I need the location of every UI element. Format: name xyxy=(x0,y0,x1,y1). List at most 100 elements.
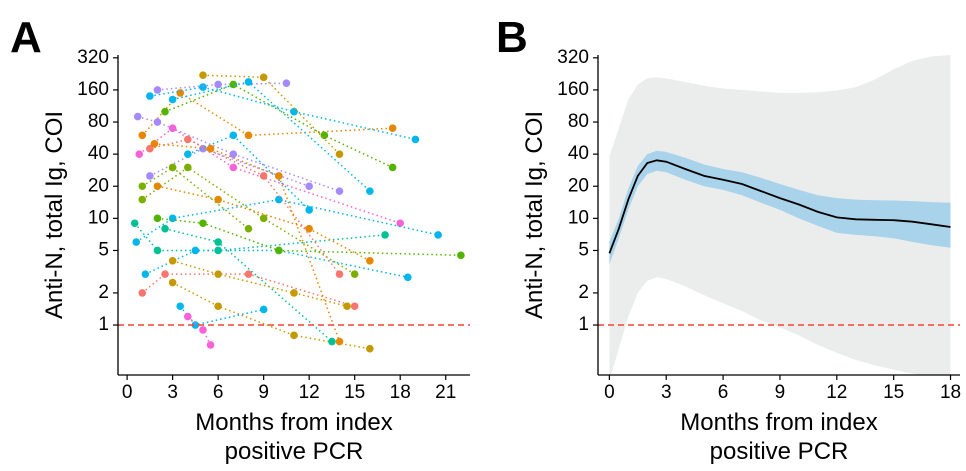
point xyxy=(350,302,359,311)
point xyxy=(199,219,207,228)
point xyxy=(305,224,313,233)
x-tick-label: 3 xyxy=(167,382,178,403)
x-tick-label: 6 xyxy=(213,382,224,403)
trajectory xyxy=(179,305,264,326)
point xyxy=(199,326,207,334)
trajectory xyxy=(137,115,340,192)
trajectory xyxy=(149,138,341,275)
x-tick-label: 9 xyxy=(258,382,269,403)
x-tick-label: 18 xyxy=(390,382,411,403)
point xyxy=(150,140,159,148)
point xyxy=(229,80,238,89)
point xyxy=(229,150,238,158)
point xyxy=(290,107,298,116)
point xyxy=(132,238,141,246)
y-axis-label: Anti-N, total Ig, COI xyxy=(41,111,68,319)
point xyxy=(244,270,253,278)
x-tick-label: 12 xyxy=(826,382,847,403)
point xyxy=(183,135,192,144)
y-tick-label: 320 xyxy=(557,47,589,68)
x-tick-label: 21 xyxy=(435,382,456,403)
trajectory xyxy=(172,81,371,192)
point xyxy=(335,187,344,195)
trajectory xyxy=(157,217,461,257)
confidence-band xyxy=(609,150,951,265)
prediction-band xyxy=(609,55,951,375)
point xyxy=(335,337,344,346)
y-tick-label: 160 xyxy=(557,79,589,100)
trajectory xyxy=(138,127,401,224)
trajectory xyxy=(134,222,386,252)
point xyxy=(214,246,222,255)
point xyxy=(138,131,147,140)
point xyxy=(350,270,359,278)
point xyxy=(214,195,222,204)
x-tick-label: 6 xyxy=(718,382,729,403)
point xyxy=(168,278,177,287)
point xyxy=(199,83,207,91)
point xyxy=(176,89,185,97)
y-tick-label: 160 xyxy=(77,79,109,100)
y-tick-label: 20 xyxy=(88,175,109,196)
point xyxy=(153,118,162,126)
point xyxy=(366,187,374,195)
y-tick-label: 1 xyxy=(98,314,109,335)
point xyxy=(244,224,253,233)
point xyxy=(214,302,222,311)
trajectory xyxy=(149,86,416,141)
point xyxy=(138,182,147,191)
point xyxy=(153,182,162,191)
x-tick-label: 3 xyxy=(661,382,672,403)
trajectory xyxy=(141,166,356,275)
point xyxy=(229,163,238,172)
point xyxy=(146,172,154,180)
point xyxy=(259,214,268,223)
x-axis-label: positive PCR xyxy=(225,438,364,465)
point xyxy=(403,273,412,282)
point xyxy=(214,270,222,278)
point xyxy=(335,270,344,278)
point xyxy=(141,270,150,278)
point xyxy=(191,321,200,329)
point xyxy=(183,312,192,321)
x-tick-label: 0 xyxy=(122,382,133,403)
x-tick-label: 15 xyxy=(344,382,365,403)
point xyxy=(396,219,405,228)
trajectory xyxy=(135,198,439,243)
trajectory xyxy=(157,185,371,262)
point xyxy=(161,107,169,116)
x-tick-label: 12 xyxy=(299,382,320,403)
point xyxy=(153,246,162,255)
x-tick-label: 18 xyxy=(940,382,961,403)
point xyxy=(153,214,162,223)
point xyxy=(305,206,313,214)
point xyxy=(168,163,177,172)
trajectory xyxy=(172,260,348,307)
point xyxy=(388,163,397,172)
y-tick-label: 5 xyxy=(578,239,589,260)
trajectory xyxy=(202,74,341,155)
point xyxy=(229,131,238,140)
point xyxy=(146,144,154,153)
panel xyxy=(608,55,951,375)
point xyxy=(138,289,147,297)
point xyxy=(183,163,192,172)
point xyxy=(244,131,253,140)
point xyxy=(259,305,268,314)
point xyxy=(135,150,144,158)
y-tick-label: 10 xyxy=(88,207,109,228)
x-axis-label: Months from index xyxy=(195,409,392,436)
y-tick-label: 40 xyxy=(88,143,109,164)
point xyxy=(366,257,374,265)
point xyxy=(206,341,215,349)
point xyxy=(191,246,200,255)
y-tick-label: 40 xyxy=(568,143,589,164)
fit-line xyxy=(608,159,951,254)
point xyxy=(130,219,139,228)
point xyxy=(259,73,268,82)
trajectory xyxy=(141,91,393,137)
panel-label: B xyxy=(496,13,528,62)
y-tick-label: 1 xyxy=(578,314,589,335)
point xyxy=(388,124,397,133)
